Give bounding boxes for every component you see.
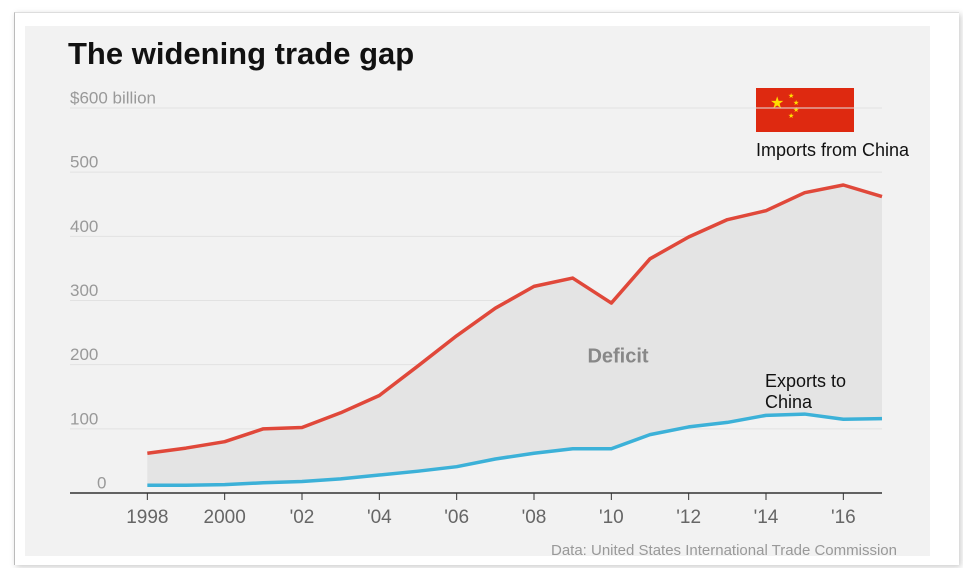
y-tick-label: 300 xyxy=(70,281,98,300)
y-tick-label: $600 billion xyxy=(70,88,156,107)
x-tick-label: '08 xyxy=(522,507,547,528)
china-flag: ★ ★ ★ ★ ★ xyxy=(756,88,854,132)
svg-text:★: ★ xyxy=(770,95,784,112)
chart-title: The widening trade gap xyxy=(68,36,414,71)
series-line xyxy=(147,183,883,455)
y-tick-label: 400 xyxy=(70,217,98,236)
annotation: Deficit xyxy=(587,345,648,367)
x-tick-label: '12 xyxy=(676,507,701,528)
y-tick-label: 500 xyxy=(70,153,98,172)
x-tick-label: 2000 xyxy=(204,507,246,528)
svg-text:★: ★ xyxy=(793,106,799,114)
x-tick-label: '10 xyxy=(599,507,624,528)
series-line xyxy=(147,412,883,488)
y-tick-label: 200 xyxy=(70,345,98,364)
x-tick-label: '16 xyxy=(831,507,856,528)
y-tick-label: 100 xyxy=(70,409,98,428)
exports-label: Exports to China xyxy=(765,371,847,412)
x-tick-label: '02 xyxy=(290,507,315,528)
y-tick-label: 0 xyxy=(97,473,106,492)
svg-text:★: ★ xyxy=(793,99,799,107)
x-tick-label: '06 xyxy=(444,507,469,528)
deficit-area xyxy=(147,185,883,486)
svg-text:★: ★ xyxy=(788,112,794,120)
svg-text:★: ★ xyxy=(788,92,794,100)
source: Data: United States International Trade … xyxy=(551,542,897,559)
x-tick-label: '14 xyxy=(754,507,779,528)
imports-label: Imports from China xyxy=(756,140,910,160)
x-tick-label: 1998 xyxy=(126,507,168,528)
x-tick-label: '04 xyxy=(367,507,392,528)
